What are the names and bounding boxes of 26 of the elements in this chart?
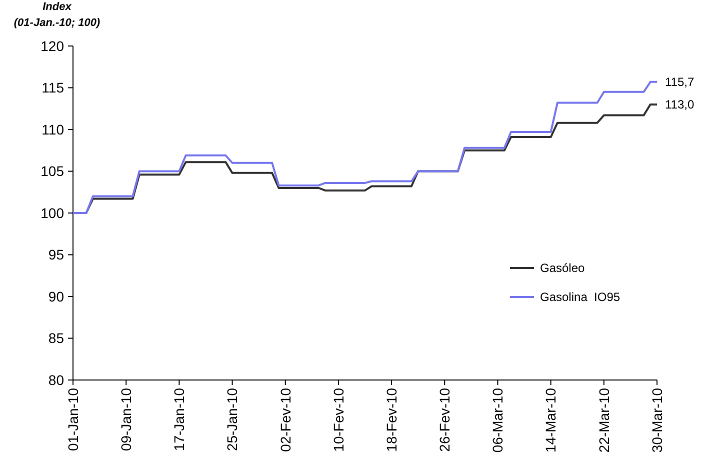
y-tick-label: 120: [40, 38, 64, 54]
y-tick-label: 110: [42, 121, 64, 138]
x-tick-label: 10-Fev-10: [330, 388, 346, 452]
data-label: 115,7: [665, 75, 694, 90]
y-tick-label: 80: [48, 372, 64, 388]
x-tick-label: 22-Mar-10: [596, 388, 612, 453]
x-tick-label: 06-Mar-10: [490, 388, 506, 453]
x-tick-label: 25-Jan-10: [224, 388, 240, 452]
x-tick-label: 30-Mar-10: [648, 388, 665, 453]
x-tick-label: 01-Jan-10: [64, 388, 81, 452]
y-axis-title: Index (01-Jan.-10; 100): [14, 1, 100, 29]
x-tick-label: 09-Jan-10: [118, 388, 134, 452]
y-tick-label: 95: [48, 246, 64, 263]
data-label: 113,0: [665, 98, 694, 112]
legend-label: Gasolina IO95: [540, 290, 620, 304]
y-tick-label: 90: [48, 288, 64, 304]
y-tick-label: 85: [48, 330, 64, 346]
x-tick-label: 18-Fev-10: [383, 388, 400, 452]
y-tick-label: 100: [40, 204, 64, 221]
x-tick-label: 17-Jan-10: [171, 388, 188, 452]
y-tick-label: 105: [40, 163, 64, 180]
x-tick-label: 14-Mar-10: [542, 388, 559, 453]
y-tick-label: 115: [42, 80, 64, 96]
legend-label: Gasóleo: [540, 261, 586, 276]
x-tick-label: 02-Fev-10: [277, 388, 294, 452]
x-tick-label: 26-Fev-10: [436, 388, 453, 452]
